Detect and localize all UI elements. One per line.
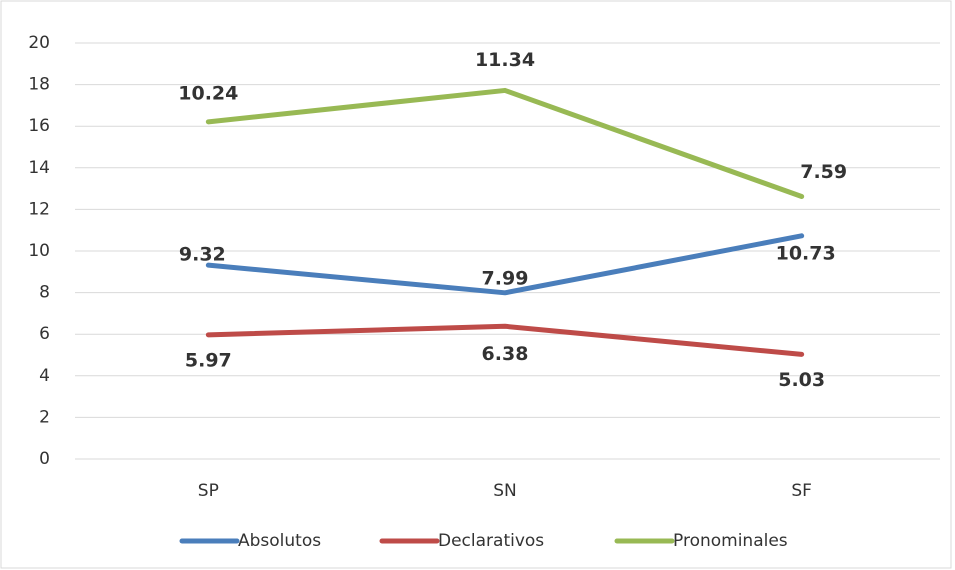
- legend-label: Absolutos: [238, 531, 321, 551]
- y-tick-label: 16: [28, 116, 50, 136]
- data-label: 7.59: [800, 161, 847, 183]
- y-tick-label: 6: [39, 324, 50, 344]
- data-label: 5.97: [185, 349, 232, 371]
- x-tick-label: SN: [493, 481, 517, 501]
- series-line: [205, 87, 805, 200]
- series-line: [205, 323, 805, 357]
- x-tick-label: SP: [198, 481, 219, 501]
- y-tick-label: 10: [28, 241, 50, 261]
- data-label: 5.03: [778, 369, 825, 391]
- data-label: 7.99: [482, 267, 529, 289]
- y-tick-label: 14: [28, 158, 50, 178]
- y-tick-label: 2: [39, 407, 50, 427]
- y-tick-label: 12: [28, 199, 50, 219]
- data-label: 10.73: [776, 242, 836, 264]
- legend-label: Pronominales: [673, 531, 788, 551]
- data-label: 9.32: [179, 244, 226, 266]
- x-tick-label: SF: [791, 481, 812, 501]
- series-line: [205, 233, 805, 296]
- y-tick-label: 8: [39, 283, 50, 303]
- data-label: 6.38: [482, 343, 529, 365]
- y-tick-label: 4: [39, 366, 50, 386]
- y-tick-label: 18: [28, 75, 50, 95]
- data-label: 10.24: [178, 82, 238, 104]
- y-tick-label: 20: [28, 33, 50, 53]
- data-label: 11.34: [475, 49, 535, 71]
- y-tick-label: 0: [39, 449, 50, 469]
- legend-label: Declarativos: [438, 531, 544, 551]
